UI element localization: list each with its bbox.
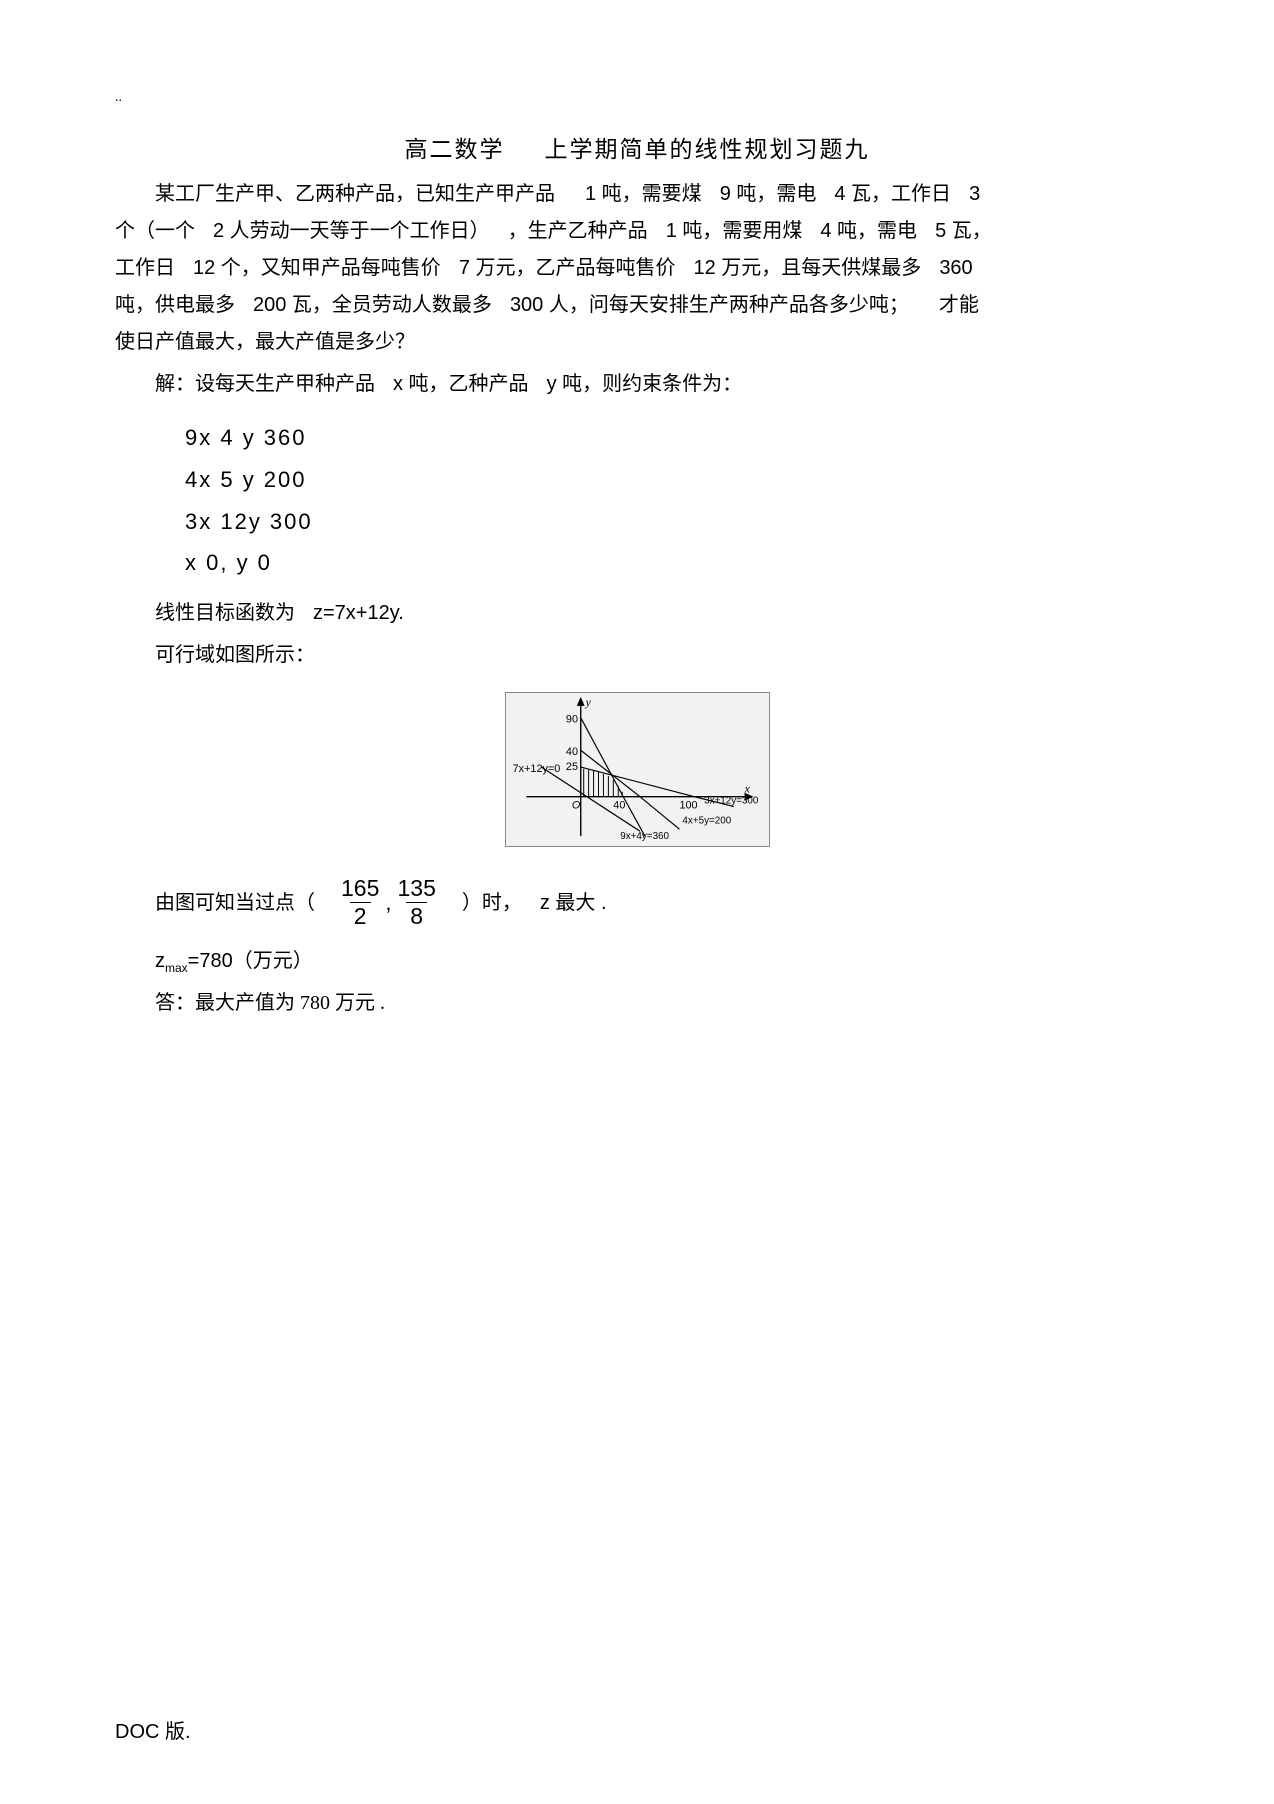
answer-line: 答：最大产值为 780 万元 . (115, 984, 1159, 1022)
text: 线性目标函数为 (155, 602, 295, 624)
text: 个（一个 (115, 220, 195, 242)
svg-text:x: x (743, 782, 750, 796)
text: 1 吨，需要煤 (585, 183, 702, 205)
denominator: 8 (406, 902, 427, 928)
title-left: 高二数学 (405, 137, 505, 162)
text: 9 吨，需电 (720, 183, 817, 205)
text: z (155, 950, 165, 972)
page-footer: DOC 版. (115, 1715, 191, 1744)
text: 5 瓦， (935, 220, 992, 242)
constraint-3: 3x 12y 300 (185, 501, 1159, 543)
text: 工作日 (115, 257, 175, 279)
zmax-line: zmax=780（万元） (115, 942, 1159, 980)
text: =780（万元） (188, 950, 313, 972)
svg-text:4x+5y=200: 4x+5y=200 (682, 815, 731, 826)
text: 3 (969, 183, 980, 205)
svg-text:3x+12y=300: 3x+12y=300 (704, 796, 759, 807)
constraint-2: 4x 5 y 200 (185, 459, 1159, 501)
svg-text:100: 100 (679, 800, 697, 812)
svg-text:7x+12y=0: 7x+12y=0 (512, 763, 560, 775)
svg-text:y: y (584, 695, 591, 709)
text: y 吨，则约束条件为： (547, 373, 743, 395)
text: 使日产值最大，最大产值是多少？ (115, 331, 415, 353)
feasible-region-chart: 90 40 25 y 40 100 x O 7x+12y=0 (505, 692, 770, 847)
numerator: 165 (337, 877, 383, 902)
text: 某工厂生产甲、乙两种产品，已知生产甲产品 (155, 183, 555, 205)
text: x 吨，乙种产品 (393, 373, 529, 395)
text: 才能 (939, 294, 979, 316)
text: 由图可知当过点（ (155, 893, 315, 913)
fraction-1: 165 2 (337, 877, 383, 928)
text: 12 个，又知甲产品每吨售价 (193, 257, 441, 279)
text: 2 人劳动一天等于一个工作日） (213, 220, 490, 242)
feasible-line: 可行域如图所示： (115, 636, 1159, 674)
svg-text:90: 90 (565, 714, 577, 726)
svg-text:25: 25 (565, 761, 577, 773)
svg-text:O: O (571, 800, 580, 812)
text: z=7x+12y. (313, 602, 404, 624)
text: 12 万元，且每天供煤最多 (694, 257, 922, 279)
svg-text:9x+4y=360: 9x+4y=360 (620, 831, 669, 842)
text: 4 吨，需电 (820, 220, 917, 242)
text: 300 人，问每天安排生产两种产品各多少吨； (510, 294, 909, 316)
objective-line: 线性目标函数为 z=7x+12y. (115, 594, 1159, 632)
text: 吨，供电最多 (115, 294, 235, 316)
footer-text: DOC 版. (115, 1721, 191, 1743)
text: 答：最大产值为 780 万元 . (155, 992, 385, 1014)
optimal-point-line: 由图可知当过点（ 165 2 , 135 8 ）时， z 最大 . (155, 877, 1159, 928)
numerator: 135 (394, 877, 440, 902)
problem-statement: 某工厂生产甲、乙两种产品，已知生产甲产品 1 吨，需要煤 9 吨，需电 4 瓦，工作日… (115, 176, 1159, 361)
text: 200 瓦，全员劳动人数最多 (253, 294, 492, 316)
denominator: 2 (350, 902, 371, 928)
svg-text:40: 40 (613, 800, 625, 812)
title-right: 上学期简单的线性规划习题九 (545, 137, 870, 162)
fraction-2: 135 8 (394, 877, 440, 928)
page-title: 高二数学 上学期简单的线性规划习题九 (115, 130, 1159, 164)
text: ，生产乙种产品 (508, 220, 648, 242)
text: z 最大 . (540, 893, 607, 913)
text: 4 瓦，工作日 (834, 183, 951, 205)
text: 1 吨，需要用煤 (666, 220, 803, 242)
comma: , (385, 892, 391, 914)
text: 可行域如图所示： (155, 644, 315, 666)
constraint-1: 9x 4 y 360 (185, 417, 1159, 459)
solution-intro: 解：设每天生产甲种产品 x 吨，乙种产品 y 吨，则约束条件为： (115, 365, 1159, 403)
constraints-block: 9x 4 y 360 4x 5 y 200 3x 12y 300 x 0, y … (185, 417, 1159, 584)
header-dots: .. (115, 90, 122, 106)
subscript: max (165, 961, 188, 975)
text: 360 (939, 257, 972, 279)
svg-text:40: 40 (565, 746, 577, 758)
figure-container: 90 40 25 y 40 100 x O 7x+12y=0 (115, 692, 1159, 853)
text: 7 万元，乙产品每吨售价 (459, 257, 676, 279)
text: ）时， (462, 893, 522, 913)
constraint-4: x 0, y 0 (185, 542, 1159, 584)
text: 解：设每天生产甲种产品 (155, 373, 375, 395)
